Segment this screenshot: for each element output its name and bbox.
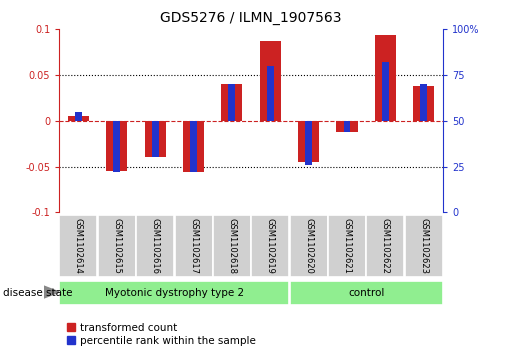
Legend: transformed count, percentile rank within the sample: transformed count, percentile rank withi… — [64, 321, 258, 348]
Text: GSM1102621: GSM1102621 — [342, 218, 351, 274]
Text: control: control — [348, 288, 384, 298]
Bar — [98, 215, 136, 277]
Bar — [420, 84, 427, 121]
Text: GSM1102618: GSM1102618 — [228, 218, 236, 274]
Text: GSM1102620: GSM1102620 — [304, 218, 313, 274]
Bar — [298, 121, 319, 162]
Bar — [59, 281, 289, 305]
Text: GSM1102623: GSM1102623 — [419, 218, 428, 274]
Bar — [260, 41, 281, 121]
Bar — [221, 84, 243, 121]
Bar — [59, 215, 97, 277]
Text: GSM1102617: GSM1102617 — [189, 218, 198, 274]
Bar — [413, 86, 434, 121]
Bar — [213, 215, 251, 277]
Text: GSM1102619: GSM1102619 — [266, 218, 274, 274]
Bar — [405, 215, 443, 277]
Bar — [136, 215, 174, 277]
Bar — [375, 36, 396, 121]
Bar — [152, 121, 159, 158]
Bar — [183, 121, 204, 172]
Bar — [68, 116, 89, 121]
Text: GSM1102622: GSM1102622 — [381, 218, 390, 274]
Bar — [366, 215, 404, 277]
Text: Myotonic dystrophy type 2: Myotonic dystrophy type 2 — [105, 288, 244, 298]
Bar — [289, 281, 443, 305]
Bar — [190, 121, 197, 172]
Text: GSM1102616: GSM1102616 — [151, 218, 160, 274]
Title: GDS5276 / ILMN_1907563: GDS5276 / ILMN_1907563 — [160, 11, 342, 25]
Bar — [382, 62, 389, 121]
Bar — [175, 215, 213, 277]
Bar — [113, 121, 120, 172]
Polygon shape — [44, 286, 59, 298]
Bar — [344, 121, 350, 132]
Bar — [289, 215, 328, 277]
Bar — [75, 111, 82, 121]
Bar — [229, 84, 235, 121]
Text: GSM1102615: GSM1102615 — [112, 218, 121, 274]
Bar — [328, 215, 366, 277]
Text: disease state: disease state — [3, 288, 72, 298]
Bar — [106, 121, 127, 171]
Bar — [336, 121, 357, 132]
Bar — [305, 121, 312, 165]
Text: GSM1102614: GSM1102614 — [74, 218, 83, 274]
Bar — [251, 215, 289, 277]
Bar — [267, 66, 273, 121]
Bar — [145, 121, 166, 158]
